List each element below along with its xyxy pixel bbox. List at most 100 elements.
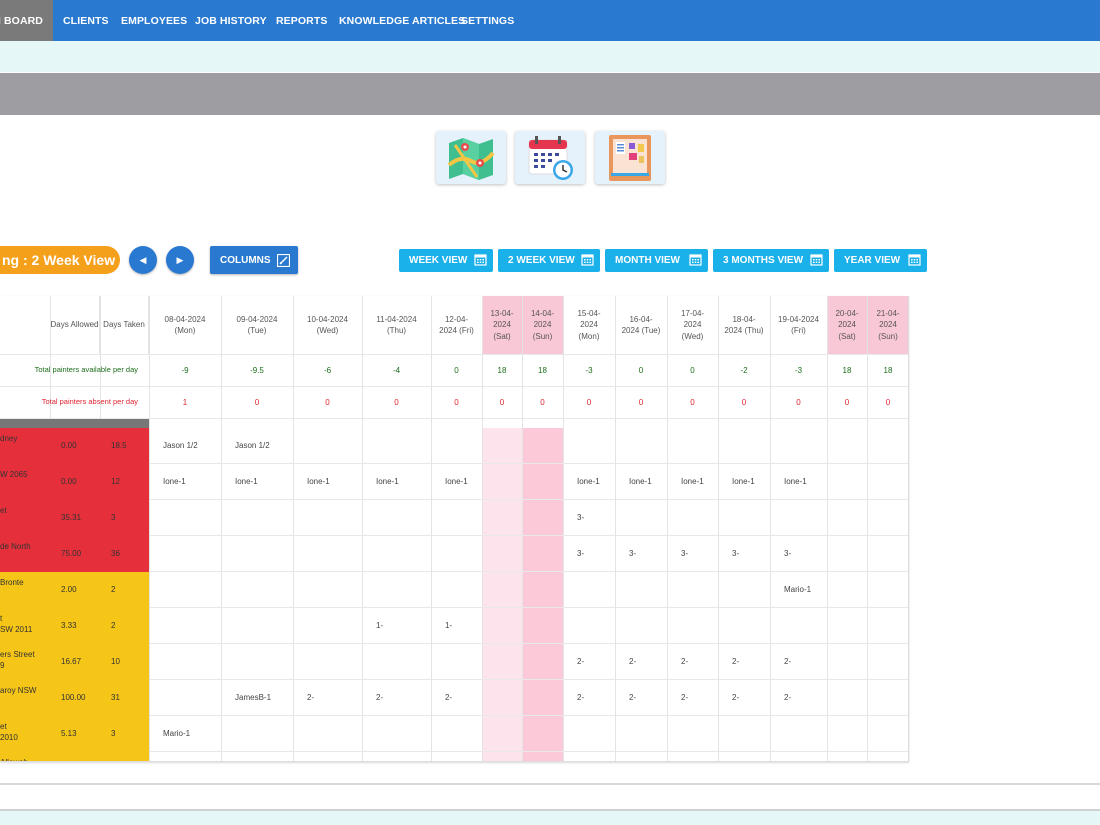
schedule-cell[interactable]: Ione-1 [629,477,652,486]
schedule-cell[interactable]: Mario-1 [163,729,191,738]
edit-square-icon [277,253,290,267]
columns-button[interactable]: COLUMNS [210,246,298,274]
schedule-cell[interactable]: Ione-1 [732,477,755,486]
client-name[interactable]: aroy NSW [0,686,37,695]
schedule-cell[interactable]: 3- [732,549,740,558]
nav-item-clients[interactable]: CLIENTS [63,14,109,27]
columns-label: COLUMNS [220,254,271,266]
date-column-header[interactable]: 20-04-2024 (Sat) [835,308,859,341]
nav-item-settings[interactable]: SETTINGS [461,14,515,27]
month-view-button[interactable]: MONTH VIEW [605,249,708,272]
nav-item-reports[interactable]: REPORTS [276,14,328,27]
column-divider [667,296,668,761]
nav-item-job-history[interactable]: JOB HISTORY [195,14,267,27]
client-name[interactable]: de North [0,542,31,551]
date-column-header[interactable]: 14-04-2024 (Sun) [530,308,555,341]
date-column-header[interactable]: 17-04-2024 (Wed) [680,308,705,341]
nav-item-knowledge-articles[interactable]: KNOWLEDGE ARTICLES [339,14,466,27]
schedule-cell[interactable]: Jason 1/2 [235,441,270,450]
days-allowed-value: 3.33 [61,621,77,630]
client-name[interactable]: ers Street 9 [0,650,35,670]
date-column-header[interactable]: 13-04-2024 (Sat) [490,308,514,341]
date-column-header[interactable]: 21-04-2024 (Sun) [876,308,900,341]
available-value: -3 [585,365,593,375]
two-week-view-button[interactable]: 2 WEEK VIEW [498,249,600,272]
schedule-cell[interactable]: 2- [732,693,740,702]
client-name[interactable]: dney [0,434,18,443]
column-divider [50,296,51,418]
date-column-header[interactable]: 16-04-2024 (Tue) [621,314,661,336]
date-column-header[interactable]: 11-04-2024 (Thu) [376,314,417,336]
next-period-button[interactable]: ▶ [166,246,194,274]
row-divider [0,354,908,355]
client-name[interactable]: et 2010 [0,722,18,742]
days-allowed-value: 0.00 [61,477,77,486]
pinboard-tile-button[interactable] [595,131,665,184]
date-column-header[interactable]: 15-04-2024 (Mon) [577,308,601,341]
schedule-cell[interactable]: Ione-1 [445,477,468,486]
schedule-cell[interactable]: Ione-1 [577,477,600,486]
days-allowed-value: 16.67 [61,657,82,666]
row-divider [149,643,908,644]
client-name[interactable]: t SW 2011 [0,614,33,634]
date-column-header[interactable]: 19-04-2024 (Fri) [778,314,819,336]
schedule-cell[interactable]: Ione-1 [235,477,258,486]
absent-value: 0 [885,397,891,407]
row-divider [149,679,908,680]
schedule-cell[interactable]: Jason 1/2 [163,441,198,450]
date-column-header[interactable]: 09-04-2024 (Tue) [236,314,278,336]
calendar-icon [810,253,823,269]
schedule-cell[interactable]: 3- [577,549,585,558]
client-name[interactable]: Bronte [0,578,24,587]
date-column-header[interactable]: 12-04-2024 (Fri) [439,314,474,336]
schedule-cell[interactable]: 2- [445,693,453,702]
schedule-cell[interactable]: 2- [307,693,315,702]
days-taken-value: 2 [111,585,116,594]
available-value: -9 [181,365,189,375]
schedule-cell[interactable]: JamesB-1 [235,693,272,702]
calendar-tile-button[interactable] [515,131,585,184]
footer-strip [0,811,1100,825]
schedule-cell[interactable]: Mario-1 [784,585,812,594]
schedule-cell[interactable]: 1- [376,621,384,630]
week-view-button[interactable]: WEEK VIEW [399,249,493,272]
schedule-cell[interactable]: 3- [784,549,792,558]
schedule-cell[interactable]: 1- [445,621,453,630]
client-name[interactable]: Allawah [0,757,48,761]
schedule-cell[interactable]: 3- [629,549,637,558]
schedule-cell[interactable]: Ione-1 [163,477,186,486]
client-name[interactable]: W 2065 [0,470,28,479]
three-months-view-button[interactable]: 3 MONTHS VIEW [713,249,829,272]
schedule-cell[interactable]: 2- [629,693,637,702]
schedule-cell[interactable]: 2- [681,693,689,702]
date-column-header[interactable]: 10-04-2024 (Wed) [307,314,348,336]
schedule-cell[interactable]: 3- [577,513,585,522]
client-name[interactable]: et [0,506,7,515]
absent-value: 0 [254,397,260,407]
chevron-right-icon: ▶ [176,254,184,265]
prev-period-button[interactable]: ◀ [129,246,157,274]
available-value: 18 [538,365,547,375]
nav-item-ch-board[interactable]: CH BOARD [0,0,53,41]
schedule-cell[interactable]: 2- [784,693,792,702]
year-view-button[interactable]: YEAR VIEW [834,249,927,272]
schedule-cell[interactable]: 2- [681,657,689,666]
map-tile-button[interactable] [436,131,506,184]
schedule-cell[interactable]: 2- [732,657,740,666]
schedule-cell[interactable]: 2- [577,657,585,666]
schedule-cell[interactable]: 2- [577,693,585,702]
nav-item-employees[interactable]: EMPLOYEES [121,14,188,27]
schedule-cell[interactable]: Ione-1 [681,477,704,486]
date-column-header[interactable]: 18-04-2024 (Thu) [724,314,764,336]
schedule-cell[interactable]: 2- [784,657,792,666]
days-taken-value: 3 [111,513,116,522]
calendar-icon [689,253,702,269]
schedule-cell[interactable]: Ione-1 [784,477,807,486]
row-divider [149,607,908,608]
schedule-cell[interactable]: 2- [376,693,384,702]
schedule-cell[interactable]: Ione-1 [376,477,399,486]
schedule-cell[interactable]: 2- [629,657,637,666]
schedule-cell[interactable]: 3- [681,549,689,558]
schedule-cell[interactable]: Ione-1 [307,477,330,486]
date-column-header[interactable]: 08-04-2024 (Mon) [164,314,206,336]
